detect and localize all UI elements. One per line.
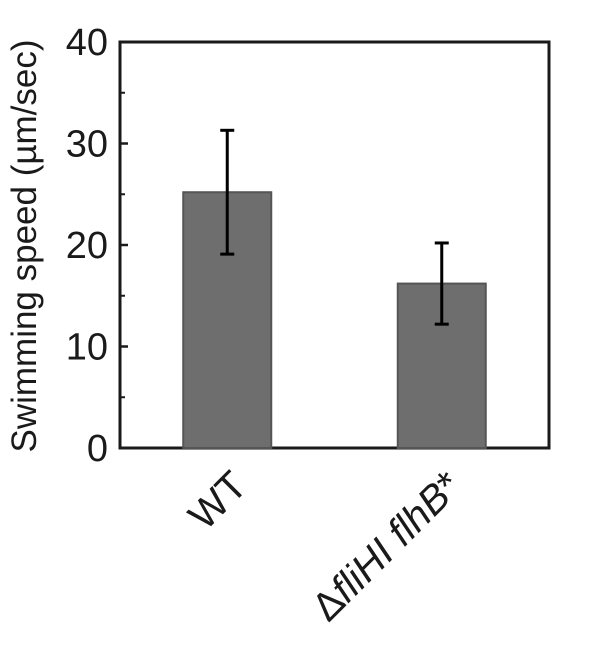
y-tick-label: 10 (66, 327, 108, 369)
y-axis-label: Swimming speed (µm/sec) (5, 39, 44, 452)
x-tick-label-2: ΔfliHI flhB* (304, 463, 470, 629)
x-tick-label-1: WT (181, 463, 256, 538)
y-tick-label: 40 (66, 22, 108, 64)
x-tick-label-part: fliHI flhB (323, 474, 459, 610)
y-tick-label: 20 (66, 225, 108, 267)
x-tick-label-part: WT (181, 463, 256, 538)
y-tick-label: 0 (87, 428, 108, 470)
y-tick-label: 30 (66, 124, 108, 166)
